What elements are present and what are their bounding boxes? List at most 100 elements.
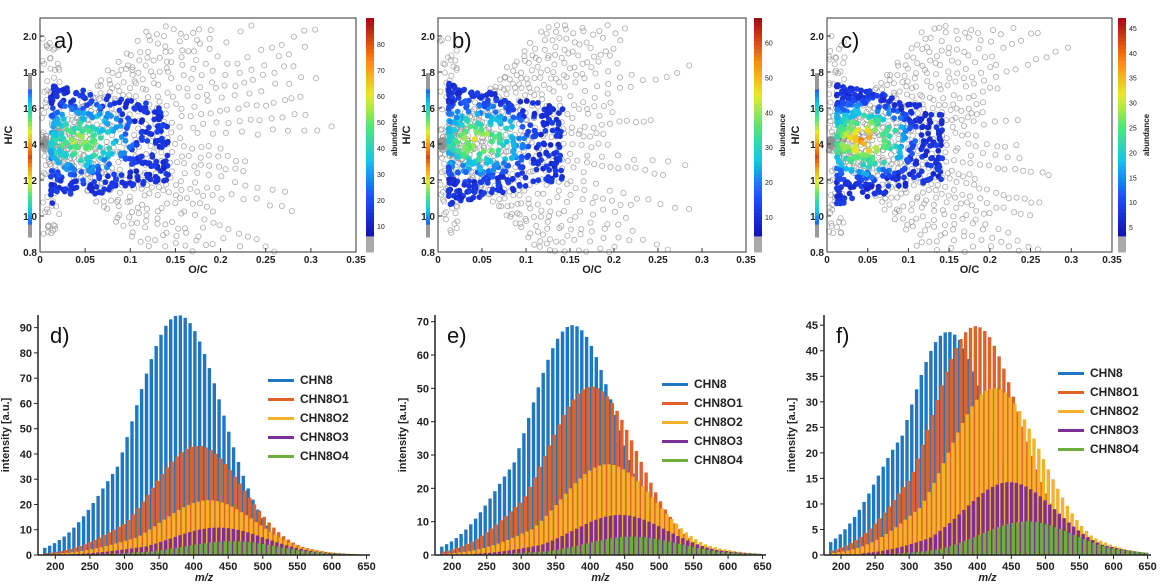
grey-point (124, 198, 131, 205)
grey-point (936, 81, 943, 88)
abundance-point (454, 90, 461, 97)
grey-point (1003, 68, 1010, 75)
grey-point (47, 65, 54, 72)
bar (936, 473, 941, 555)
grey-point (665, 158, 672, 165)
abundance-point (911, 174, 917, 181)
bar (262, 544, 266, 555)
strip-segment (28, 216, 32, 222)
grey-point (228, 191, 235, 198)
strip-segment (815, 167, 819, 172)
abundance-point (839, 141, 845, 148)
grey-point (124, 62, 131, 69)
grey-point (584, 59, 591, 66)
grey-point (573, 71, 580, 78)
bar (70, 552, 74, 555)
colorbar-segment (754, 236, 762, 241)
grey-point (438, 191, 445, 198)
strip-segment (426, 191, 430, 197)
abundance-point (79, 115, 86, 121)
colorbar-segment (366, 170, 374, 175)
colorbar-segment (1118, 248, 1126, 253)
y-tick-label: 20 (417, 483, 429, 495)
y-tick-label: 0.8 (810, 248, 824, 259)
abundance-point (91, 179, 98, 185)
abundance-point (507, 102, 514, 109)
bar (131, 514, 136, 555)
grey-point (588, 64, 595, 71)
abundance-point (474, 90, 481, 97)
colorbar-segment (754, 170, 762, 175)
abundance-point (533, 166, 540, 173)
colorbar-tick-label: 35 (1129, 76, 1137, 83)
grey-point (588, 144, 595, 151)
bar (544, 515, 548, 555)
abundance-point (494, 186, 501, 193)
colorbar-segment (754, 21, 762, 27)
grey-point (627, 83, 634, 90)
grey-point (107, 81, 114, 88)
grey-point (622, 25, 629, 32)
grey-point (489, 198, 496, 205)
grey-point (540, 190, 547, 197)
strip-segment (426, 200, 430, 205)
colorbar-segment (754, 209, 762, 214)
panel-label: e) (447, 323, 467, 348)
grey-point (992, 151, 999, 158)
grey-point (203, 91, 210, 98)
grey-point (580, 28, 587, 35)
abundance-point (529, 100, 536, 106)
strip-segment (426, 138, 430, 144)
abundance-point (446, 176, 452, 183)
grey-point (590, 211, 597, 218)
grey-point (246, 90, 253, 97)
abundance-point (60, 135, 66, 141)
grey-point (237, 28, 244, 35)
grey-point (521, 57, 528, 64)
bar (639, 537, 643, 555)
grey-point (168, 129, 175, 136)
grey-point (972, 143, 979, 150)
bar (1106, 547, 1111, 555)
bar (615, 537, 619, 555)
grey-point (647, 117, 654, 124)
grey-point (926, 49, 933, 56)
bar (467, 551, 471, 555)
grey-point (500, 86, 507, 93)
abundance-point (62, 103, 68, 109)
grey-point (627, 201, 634, 208)
bar (994, 388, 998, 555)
bar (989, 388, 993, 555)
grey-point (554, 194, 561, 201)
abundance-point (485, 97, 491, 104)
bar (43, 547, 47, 555)
strip-segment (28, 114, 32, 119)
grey-point (923, 197, 930, 204)
bar (550, 540, 555, 555)
bar (658, 539, 662, 555)
grey-point (266, 202, 273, 209)
colorbar-segment (366, 220, 374, 226)
grey-point (564, 198, 571, 205)
abundance-point (852, 137, 859, 144)
bar (150, 551, 155, 555)
strip-segment (28, 146, 32, 152)
grey-point (271, 69, 278, 76)
grey-point (651, 170, 658, 177)
grey-point (236, 118, 243, 125)
grey-point (115, 72, 122, 79)
abundance-point (455, 169, 461, 176)
abundance-point (79, 133, 85, 140)
bar (459, 534, 463, 555)
grey-point (1002, 117, 1009, 124)
grey-point (281, 188, 288, 195)
abundance-point (154, 175, 161, 182)
bar (841, 551, 845, 555)
x-tick-label: 200 (46, 561, 64, 573)
legend-swatch (662, 421, 688, 424)
grey-point (98, 77, 105, 84)
abundance-point (548, 178, 555, 185)
abundance-point (109, 183, 116, 190)
grey-point (175, 225, 182, 232)
